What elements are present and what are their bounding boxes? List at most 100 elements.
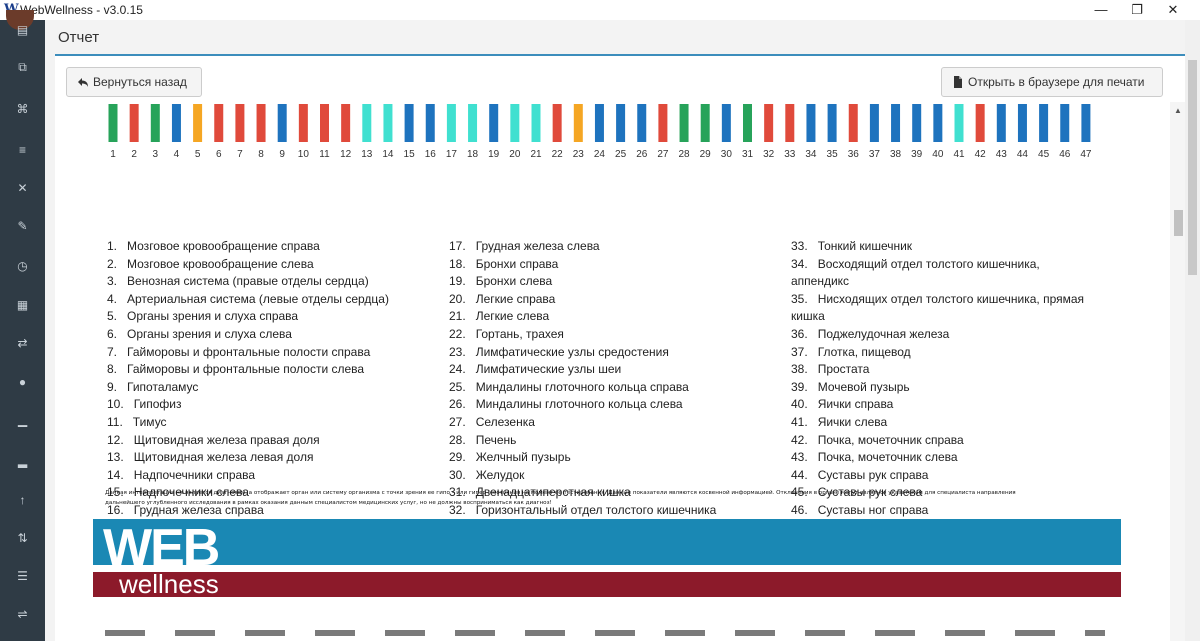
legend-item-number: 31. xyxy=(449,485,476,500)
close-icon[interactable]: ✕ xyxy=(1167,2,1179,17)
legend-item-number: 12. xyxy=(107,432,134,447)
bar-label-22: 22 xyxy=(552,149,564,160)
bar-label-8: 8 xyxy=(258,149,264,160)
bar-43 xyxy=(996,104,1006,142)
stethoscope-icon: ⌘ xyxy=(16,102,29,116)
sidebar-item-cutlery[interactable]: ✕ xyxy=(0,178,45,198)
sidebar-item-signal[interactable]: ▂ xyxy=(0,451,45,471)
legend-item-label: Гипофиз xyxy=(133,397,182,412)
legend-item: 41. Яички слева xyxy=(791,414,1084,432)
legend-item-number: 5. xyxy=(107,309,128,324)
legend-item-number: 14. xyxy=(107,467,134,482)
sidebar-item-sort[interactable]: ⇅ xyxy=(0,528,45,548)
legend-item-number: 1. xyxy=(107,239,128,253)
sidebar-item-pencil[interactable]: ✎ xyxy=(0,216,45,236)
banner-subtitle: wellness xyxy=(119,569,219,599)
legend-item-label: Глотка, пищевод xyxy=(817,344,911,359)
banner-red-strip: wellness xyxy=(93,569,1121,599)
legend-item: 6. Органы зрения и слуха слева xyxy=(107,326,389,344)
bar-31 xyxy=(743,104,752,142)
sidebar-item-shuffle[interactable]: ⇄ xyxy=(0,333,45,353)
bar-28 xyxy=(679,104,689,142)
sidebar-item-id-card[interactable]: ▤ xyxy=(0,20,45,40)
sidebar-item-stethoscope[interactable]: ⌘ xyxy=(0,99,45,119)
legend-item-label: Бронхи справа xyxy=(475,256,559,271)
bar-11 xyxy=(320,104,329,142)
sidebar-item-copy[interactable]: ⧉ xyxy=(0,57,45,77)
legend-item-label: Гайморовы и фронтальные полости слева xyxy=(127,362,365,377)
sidebar-item-clock[interactable]: ◷ xyxy=(0,256,45,276)
bar-label-13: 13 xyxy=(361,149,373,160)
sliders-icon: ≡ xyxy=(18,143,26,157)
sidebar-item-sliders[interactable]: ≡ xyxy=(0,140,45,160)
print-button[interactable]: Открыть в браузере для печати xyxy=(941,67,1163,97)
legend-item: 44. Суставы рук справа xyxy=(791,467,1084,485)
legend-item: 11. Тимус xyxy=(107,414,389,432)
bar-label-33: 33 xyxy=(784,149,796,160)
disclaimer-line-2: дальнейшего углубленного исследования в … xyxy=(105,500,552,506)
disclaimer: Данная интерпретация не является диагноз… xyxy=(105,488,1115,508)
legend-item: 32. Горизонтальный отдел толстого кишечн… xyxy=(449,502,716,520)
legend-item-number: 36. xyxy=(791,326,818,341)
sort-icon: ⇅ xyxy=(17,531,28,545)
minimize-icon[interactable]: — xyxy=(1094,2,1108,17)
legend-item: 8. Гайморовы и фронтальные полости слева xyxy=(107,361,389,379)
legend-column-3: 33. Тонкий кишечник 34. Восходящий отдел … xyxy=(791,238,1084,537)
bar-16 xyxy=(425,104,435,142)
legend-column-1: 1. Мозговое кровообращение справа 2. Мозг… xyxy=(107,238,389,520)
legend-item: 19. Бронхи слева xyxy=(449,273,716,291)
bar-label-41: 41 xyxy=(953,149,965,160)
bar-label-26: 26 xyxy=(636,149,648,160)
legend-item: 46. Суставы ног справа xyxy=(791,502,1084,520)
legend-item-number: 28. xyxy=(449,432,476,447)
legend-item-label: Двенадцатиперстная кишка xyxy=(475,485,631,500)
legend-item: 36. Поджелудочная железа xyxy=(791,326,1084,344)
bar-label-21: 21 xyxy=(530,149,542,160)
bar-label-37: 37 xyxy=(869,149,881,160)
bar-label-28: 28 xyxy=(678,149,690,160)
scroll-up-icon[interactable]: ▲ xyxy=(1174,106,1182,115)
organ-status-chart: 1 2 3 4 5 6 7 8 9 10 11 12 13 14 15 16 17 18 19 20 21 22 23 24 2… xyxy=(108,104,1092,160)
legend-item: 1. Мозговое кровообращение справа xyxy=(107,238,389,256)
exchange-icon: ⇌ xyxy=(17,607,28,621)
shuffle-icon: ⇄ xyxy=(17,336,28,350)
sidebar-item-bar-chart[interactable]: ▁ xyxy=(0,410,45,430)
legend-item: 30. Желудок xyxy=(449,467,716,485)
sidebar-item-upload[interactable]: ↑ xyxy=(0,490,45,510)
legend-item-number: 7. xyxy=(107,344,128,359)
report-scrollbar[interactable]: ▲ xyxy=(1170,102,1187,641)
sidebar-item-exchange[interactable]: ⇌ xyxy=(0,604,45,624)
bar-20 xyxy=(510,104,520,142)
avatar[interactable] xyxy=(6,10,34,30)
bar-37 xyxy=(869,104,879,142)
sidebar-item-calculator[interactable]: ▦ xyxy=(0,295,45,315)
window-title: WebWellness - v3.0.15 xyxy=(20,3,143,17)
back-button[interactable]: Вернуться назад xyxy=(66,67,202,97)
legend-item-number: 44. xyxy=(791,467,818,482)
page-scrollbar[interactable] xyxy=(1185,20,1200,641)
file-icon xyxy=(954,76,962,88)
list-icon: ☰ xyxy=(17,569,28,583)
bar-label-10: 10 xyxy=(298,149,310,160)
legend-item-label: Мозговое кровообращение справа xyxy=(127,239,320,253)
bar-26 xyxy=(637,104,647,142)
page-scrollbar-thumb[interactable] xyxy=(1188,60,1197,275)
sidebar-item-list[interactable]: ☰ xyxy=(0,566,45,586)
legend-item-label: Суставы ног справа xyxy=(817,502,929,517)
sidebar-item-person[interactable]: ● xyxy=(0,372,45,392)
report-scrollbar-thumb[interactable] xyxy=(1174,210,1183,236)
bar-chart-icon: ▁ xyxy=(17,413,28,427)
bar-19 xyxy=(489,104,499,142)
legend-item: 10. Гипофиз xyxy=(107,396,389,414)
restore-icon[interactable]: ❐ xyxy=(1131,2,1143,17)
legend-item-label: Артериальная система (левые отделы сердц… xyxy=(127,291,389,306)
legend-item-label: Восходящий отдел толстого кишечника, xyxy=(817,256,1040,271)
bar-label-38: 38 xyxy=(890,149,902,160)
legend-item: 2. Мозговое кровообращение слева xyxy=(107,256,389,274)
main-area: Отчет Вернуться назад Открыть в браузере… xyxy=(45,20,1200,641)
legend-item-number: 43. xyxy=(791,450,818,465)
legend-item-label: Почка, мочеточник слева xyxy=(817,450,958,465)
legend-item-label: Горизонтальный отдел толстого кишечника xyxy=(475,502,717,517)
legend-item: 4. Артериальная система (левые отделы се… xyxy=(107,291,389,309)
bar-12 xyxy=(341,104,351,142)
